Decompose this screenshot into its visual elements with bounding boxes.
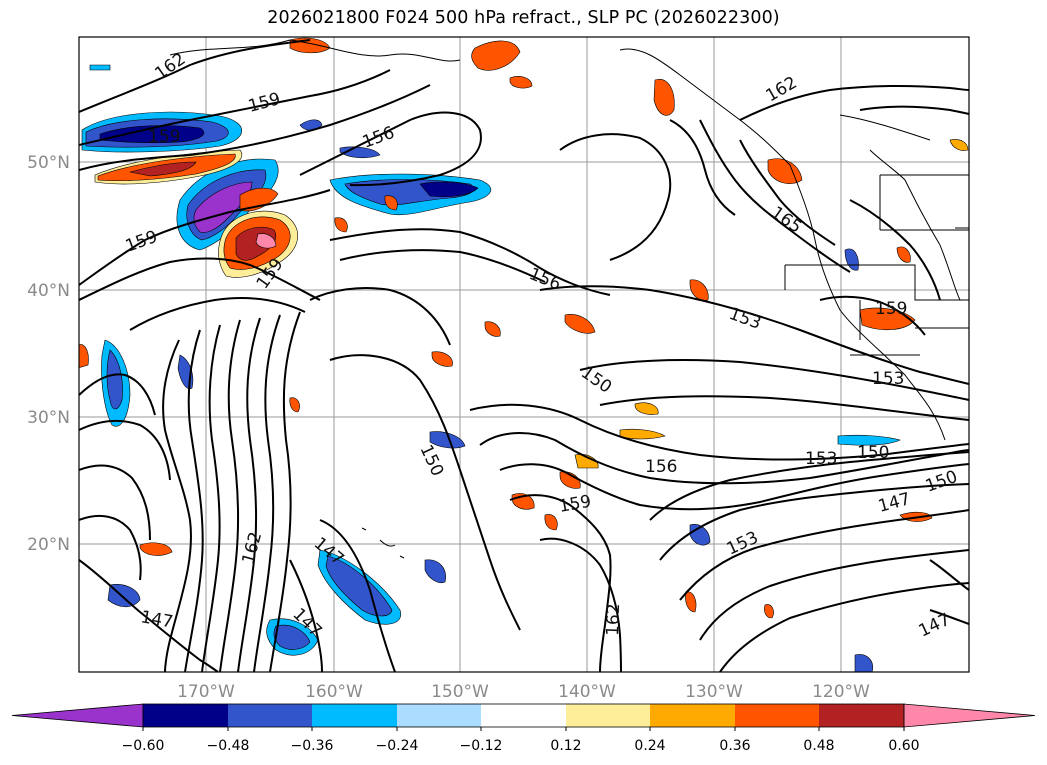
lon-tick-label: 160°W: [305, 682, 363, 702]
colorbar-tick-label: 0.24: [634, 738, 665, 754]
colorbar-segment: [143, 704, 228, 727]
colorbar-segment: [228, 704, 312, 727]
lat-tick-label: 50°N: [27, 153, 70, 173]
contour-156-north: [299, 111, 482, 187]
colorbar: −0.60 −0.48 −0.36 −0.24 −0.12 0.12 0.24 …: [11, 703, 1036, 754]
contour-159-west: [79, 189, 331, 286]
colorbar-tick-label: 0.36: [719, 738, 750, 754]
colorbar-tick-label: 0.48: [803, 738, 834, 754]
contour-label: 159: [148, 127, 180, 147]
lon-tick-label: 170°W: [177, 682, 235, 702]
colorbar-segment: [650, 704, 735, 727]
lat-tick-label: 20°N: [27, 535, 70, 555]
contour-159-north: [79, 69, 391, 146]
contour-147-sw: [319, 519, 396, 672]
longitude-axis: 170°W 160°W 150°W 140°W 130°W 120°W: [177, 682, 870, 702]
contour-162-south: [539, 537, 622, 672]
lon-tick-label: 120°W: [812, 682, 870, 702]
colorbar-tick-label: −0.48: [207, 738, 250, 754]
colorbar-tick-label: −0.24: [376, 738, 419, 754]
colorbar-extend-low: [11, 703, 144, 728]
contour-label: 150: [857, 443, 889, 463]
contour-label: 153: [872, 369, 904, 389]
colorbar-segment: [566, 704, 650, 727]
colorbar-tick-label: −0.12: [460, 738, 503, 754]
contour-label: 153: [805, 449, 837, 469]
slp-contours: [79, 39, 969, 672]
map-title: 2026021800 F024 500 hPa refract., SLP PC…: [267, 8, 780, 28]
contour-label: 156: [645, 457, 677, 477]
contour-162-ne: [739, 84, 969, 121]
contour-147-sw2: [289, 559, 323, 672]
contour-162-west: [237, 317, 261, 672]
lon-tick-label: 140°W: [558, 682, 616, 702]
colorbar-segment: [819, 704, 904, 727]
colorbar-segment: [735, 704, 819, 727]
contour-162-north: [79, 39, 311, 113]
contour-159-ne: [819, 295, 926, 336]
contour-label: 162: [603, 603, 624, 636]
contour-156-south: [469, 403, 969, 461]
colorbar-segment: [481, 704, 566, 727]
colorbar-tick-label: 0.60: [888, 738, 919, 754]
colorbar-extend-high: [903, 703, 1036, 728]
colorbar-tick-label: −0.36: [291, 738, 334, 754]
contour-165: [739, 139, 836, 246]
lat-tick-label: 40°N: [27, 281, 70, 301]
colorbar-tick-label: −0.60: [122, 738, 165, 754]
latitude-axis: 50°N 40°N 30°N 20°N: [27, 153, 70, 555]
colorbar-outline: [142, 703, 905, 728]
lat-tick-label: 30°N: [27, 408, 70, 428]
contour-150-center: [329, 354, 521, 631]
lon-tick-label: 150°W: [431, 682, 489, 702]
contour-153-center: [579, 359, 969, 401]
colorbar-segment: [397, 704, 481, 727]
map-frame: [78, 36, 970, 673]
contour-label: 159: [875, 299, 907, 319]
lon-tick-label: 130°W: [685, 682, 743, 702]
coastlines: [169, 39, 969, 559]
map-plot-area: [79, 37, 969, 672]
contour-147-se: [719, 582, 969, 672]
gridlines: [79, 37, 969, 672]
colorbar-segment: [312, 704, 397, 727]
contour-156-center: [539, 285, 969, 385]
colorbar-tick-label: 0.12: [550, 738, 581, 754]
